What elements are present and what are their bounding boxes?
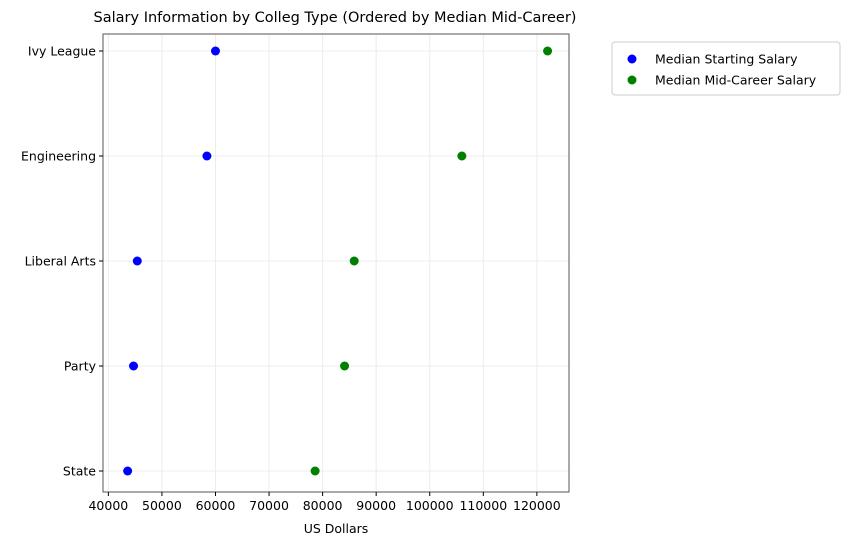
starting-salary-point-party [129,361,139,371]
mid-career-salary-point-ivy-league [543,46,553,56]
x-tick-label: 100000 [406,498,454,513]
legend-label-starting: Median Starting Salary [655,52,798,67]
x-tick-label: 80000 [303,498,343,513]
y-tick-label: State [63,464,96,479]
y-tick-label: Engineering [21,149,96,164]
legend-label-mid-career: Median Mid-Career Salary [655,73,817,88]
grid-lines [103,34,569,492]
plot-frame [102,33,570,493]
data-points [123,46,553,476]
mid-career-salary-point-liberal-arts [349,256,359,266]
legend-marker-mid-career [627,75,637,85]
x-tick-label: 110000 [459,498,507,513]
starting-salary-point-state [123,466,133,476]
x-tick-label: 40000 [88,498,128,513]
starting-salary-point-liberal-arts [132,256,142,266]
legend-marker-starting [627,54,637,64]
mid-career-salary-point-engineering [457,151,467,161]
x-tick-label: 60000 [196,498,236,513]
y-tick-label: Party [64,359,97,374]
mid-career-salary-point-party [340,361,350,371]
legend-box [611,41,841,96]
x-axis-label: US Dollars [304,521,369,536]
chart-title: Salary Information by Colleg Type (Order… [94,10,577,26]
x-tick-label: 70000 [249,498,289,513]
starting-salary-point-engineering [202,151,212,161]
mid-career-salary-point-state [310,466,320,476]
legend: Median Starting Salary Median Mid-Career… [611,41,841,96]
x-tick-label: 50000 [142,498,182,513]
x-tick-label: 90000 [356,498,396,513]
axis-ticks: 40000 50000 60000 70000 80000 90000 100000 1100… [21,44,561,514]
y-tick-label: Ivy League [28,44,96,59]
y-tick-label: Liberal Arts [25,254,96,269]
starting-salary-point-ivy-league [210,46,220,56]
x-tick-label: 120000 [513,498,561,513]
